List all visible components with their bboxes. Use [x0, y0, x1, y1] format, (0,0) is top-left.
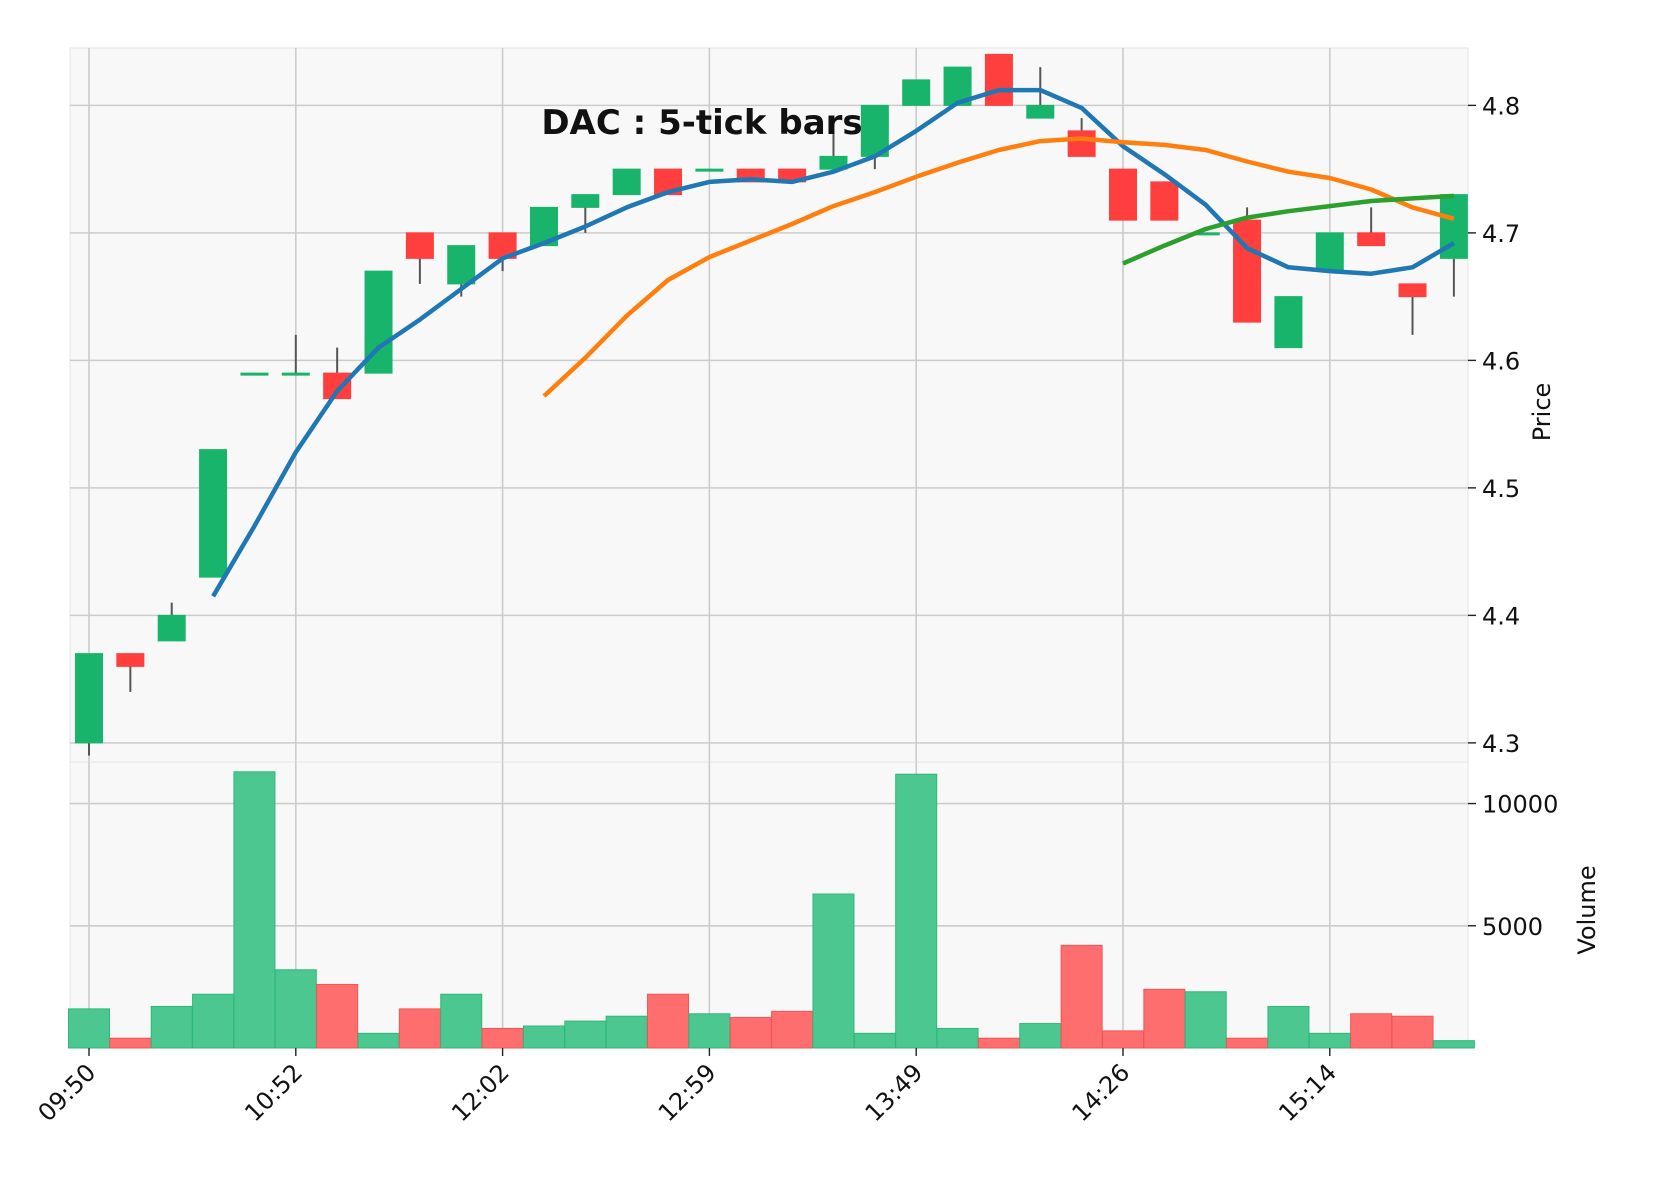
- volume-bar: [522, 1025, 565, 1049]
- candle-body: [1357, 232, 1386, 247]
- candle-body: [116, 653, 145, 667]
- price-tick-label: 4.7: [1482, 220, 1520, 248]
- volume-bar: [895, 773, 938, 1049]
- candle-body: [1109, 168, 1137, 221]
- volume-bar: [977, 1037, 1020, 1049]
- candle-body: [1067, 130, 1096, 157]
- volume-tick-labels: 5000 10000: [1468, 791, 1558, 941]
- volume-bar: [150, 1005, 193, 1049]
- price-tick-label: 4.5: [1482, 475, 1520, 503]
- candle-body: [447, 245, 476, 285]
- price-tick-label: 4.6: [1482, 347, 1520, 375]
- price-tick-labels: 4.3 4.4 4.5 4.6 4.7 4.8: [1468, 92, 1520, 758]
- volume-bar: [68, 1008, 110, 1049]
- candles: [75, 53, 1468, 756]
- candle-body: [281, 372, 310, 376]
- price-grid: [70, 48, 1468, 762]
- candle-body: [1398, 283, 1427, 298]
- volume-bar: [647, 993, 690, 1049]
- candle-body: [1026, 104, 1055, 119]
- volume-bar: [605, 1015, 648, 1049]
- volume-bar: [109, 1037, 152, 1049]
- price-tick-label: 4.4: [1482, 602, 1520, 630]
- candle-body: [819, 155, 848, 170]
- volume-bar: [233, 771, 276, 1049]
- price-panel-background: [69, 47, 1469, 763]
- candle-body: [860, 104, 889, 157]
- volume-bar: [1143, 988, 1186, 1049]
- moving-average-line: [542, 136, 1455, 398]
- price-axis-label: Price: [1528, 383, 1556, 442]
- candle-body: [75, 653, 103, 744]
- candle-body: [571, 194, 600, 208]
- volume-bar: [481, 1027, 524, 1049]
- candle-body: [1150, 181, 1179, 221]
- candle-body: [157, 614, 186, 642]
- moving-averages: [211, 87, 1456, 598]
- volume-bars: [68, 771, 1475, 1049]
- volume-bar: [1060, 944, 1103, 1049]
- volume-bar: [1184, 991, 1227, 1049]
- volume-bar: [812, 893, 855, 1049]
- volume-tick-label: 5000: [1482, 913, 1543, 941]
- volume-bar: [1019, 1023, 1062, 1049]
- candle-body: [1315, 232, 1344, 272]
- chart-title: DAC : 5-tick bars: [541, 103, 862, 143]
- volume-bar: [729, 1016, 772, 1049]
- candle-body: [240, 372, 269, 376]
- volume-tick-label: 10000: [1482, 791, 1558, 819]
- candle-body: [612, 168, 641, 196]
- volume-bar: [274, 969, 317, 1049]
- volume-bar: [357, 1032, 400, 1049]
- candle-body: [405, 232, 434, 259]
- volume-bar: [1226, 1037, 1269, 1049]
- volume-bar: [1350, 1013, 1393, 1049]
- volume-bar: [1267, 1005, 1310, 1049]
- moving-average-line: [211, 87, 1456, 598]
- volume-bar: [1308, 1032, 1351, 1049]
- candle-body: [199, 449, 228, 578]
- volume-bar: [440, 993, 483, 1049]
- candle-body: [902, 79, 931, 106]
- volume-bar: [192, 993, 235, 1049]
- price-tick-label: 4.3: [1482, 730, 1520, 758]
- volume-bar: [1102, 1030, 1144, 1049]
- moving-average-line: [1122, 193, 1455, 266]
- volume-bar: [853, 1032, 896, 1049]
- volume-grid: [70, 762, 1468, 1048]
- volume-bar: [688, 1013, 731, 1049]
- candle-body: [695, 168, 724, 172]
- volume-bar: [564, 1020, 607, 1049]
- volume-axis-label: Volume: [1573, 865, 1601, 954]
- volume-bar: [316, 983, 359, 1049]
- volume-bar: [398, 1008, 441, 1049]
- price-tick-label: 4.8: [1482, 92, 1520, 120]
- volume-panel: 5000 10000 Volume: [68, 761, 1601, 1049]
- volume-bar: [936, 1027, 979, 1049]
- volume-bar: [1391, 1015, 1434, 1049]
- volume-bar: [1432, 1040, 1475, 1049]
- candle-body: [984, 53, 1013, 106]
- volume-bar: [771, 1010, 814, 1049]
- candle-body: [1274, 296, 1303, 349]
- price-panel: 4.3 4.4 4.5 4.6 4.7 4.8 Price: [69, 47, 1556, 763]
